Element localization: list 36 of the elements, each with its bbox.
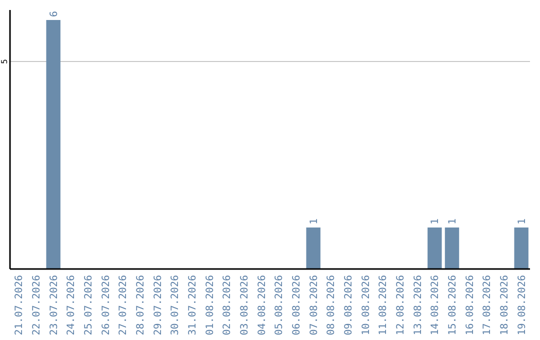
x-tick-label: 05.08.2026 (274, 275, 286, 336)
data-label: 6 (48, 10, 60, 17)
data-label: 1 (430, 218, 442, 224)
x-tick-label: 04.08.2026 (256, 275, 268, 336)
data-label: 1 (448, 218, 458, 224)
x-tick-label: 26.07.2026 (100, 275, 112, 336)
x-tick-label: 09.08.2026 (344, 275, 354, 336)
x-tick-label: 13.08.2026 (412, 275, 424, 336)
x-tick-label: 06.08.2026 (292, 275, 302, 336)
x-tick-label: 01.08.2026 (204, 275, 216, 336)
x-tick-label: 28.07.2026 (136, 275, 146, 336)
data-label: 1 (308, 218, 320, 224)
x-tick-label: 19.08.2026 (516, 275, 528, 336)
x-tick-label: 15.08.2026 (448, 275, 458, 336)
x-tick-label: 11.08.2026 (378, 275, 390, 336)
x-tick-label: 08.08.2026 (326, 275, 338, 336)
x-tick-label: 21.07.2026 (14, 275, 26, 336)
x-tick-label: 31.07.2026 (188, 275, 198, 336)
x-tick-label: 17.08.2026 (482, 275, 494, 336)
x-tick-label: 12.08.2026 (396, 275, 406, 336)
x-tick-label: 14.08.2026 (430, 275, 442, 336)
x-tick-label: 18.08.2026 (500, 275, 510, 336)
x-tick-label: 02.08.2026 (222, 275, 234, 336)
x-tick-label: 30.07.2026 (170, 275, 182, 336)
x-tick-label: 10.08.2026 (360, 275, 372, 336)
x-tick-label: 22.07.2026 (32, 275, 42, 336)
x-tick-label: 23.07.2026 (48, 275, 60, 336)
x-tick-label: 07.08.2026 (308, 275, 320, 336)
x-tick-label: 24.07.2026 (66, 275, 78, 336)
x-tick-label: 03.08.2026 (240, 275, 250, 336)
y-tick-label: 5 (0, 58, 9, 64)
x-tick-label: 16.08.2026 (464, 275, 476, 336)
x-tick-label: 29.07.2026 (152, 275, 164, 336)
x-tick-label: 25.07.2026 (84, 275, 94, 336)
x-tick-label: 27.07.2026 (118, 275, 130, 336)
data-label: 1 (516, 218, 528, 224)
